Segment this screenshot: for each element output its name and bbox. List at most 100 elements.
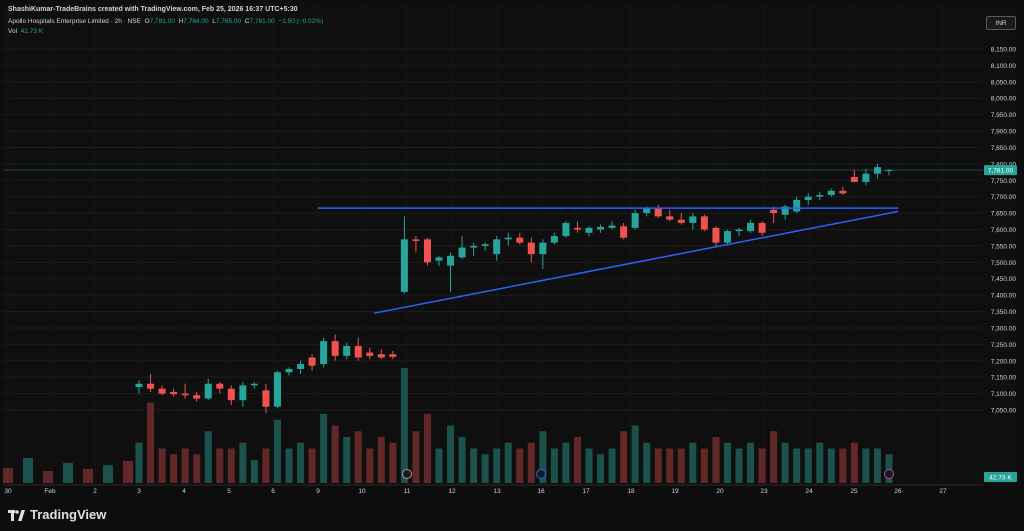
volume-bar [204, 431, 212, 483]
volume-bar [331, 425, 339, 483]
x-tick-label: 4 [182, 488, 186, 495]
candle-body [216, 383, 224, 389]
last-price-marker: 7,781.00 42.73 K [3, 165, 1017, 482]
volume-bar [827, 448, 835, 483]
volume-bar [227, 448, 235, 483]
candle-body [597, 226, 605, 230]
candle-body [504, 237, 512, 240]
candle-body [297, 364, 305, 369]
x-tick-label: 3 [137, 488, 141, 495]
candle-body [585, 227, 593, 233]
y-tick-label: 8,050.00 [991, 79, 1017, 86]
last-volume-badge [984, 472, 1017, 482]
candles [135, 163, 893, 414]
currency-button[interactable]: INR [986, 16, 1016, 30]
symbol-name[interactable]: Apollo Hospitals Enterprise Limited · 2h… [8, 18, 141, 25]
candle-body [343, 346, 351, 356]
tradingview-logo[interactable]: TradingView [8, 507, 106, 522]
footer [0, 500, 1024, 531]
candle-body [677, 219, 685, 223]
volume-bar [539, 431, 547, 483]
volume-bar [504, 442, 512, 483]
candle-body [493, 239, 501, 255]
y-axis: 8,150.00 8,100.00 8,050.00 8,000.00 7,950.00… [991, 47, 1017, 415]
candle-body [608, 225, 616, 228]
candle-body [170, 391, 178, 395]
volume-bar [458, 437, 466, 483]
last-price-text: 7,781.00 [988, 168, 1014, 175]
candle-body [539, 242, 547, 255]
volume-bar [320, 414, 328, 483]
x-tick-label: 2 [93, 488, 97, 495]
volume-bar [83, 469, 93, 483]
volume-bar [735, 448, 743, 483]
volume-bars [3, 368, 893, 483]
volume-bar [3, 468, 13, 483]
trendlines[interactable] [318, 207, 899, 314]
candle-body [700, 216, 708, 230]
candle-body [285, 368, 293, 373]
volume-bar [343, 437, 351, 483]
change-value: −1.50 (−0.02%) [278, 18, 324, 25]
volume-bar [620, 431, 628, 483]
volume-bar [43, 471, 53, 483]
candle-body [816, 195, 824, 197]
y-tick-label: 8,150.00 [991, 47, 1017, 54]
y-tick-label: 7,350.00 [991, 309, 1017, 316]
chart-pane[interactable] [3, 3, 983, 485]
volume-bar [23, 458, 33, 483]
candle-body [770, 209, 778, 214]
volume-bar [643, 442, 651, 483]
candle-body [862, 173, 870, 182]
y-tick-label: 7,450.00 [991, 276, 1017, 283]
y-tick-label: 7,700.00 [991, 194, 1017, 201]
last-volume-text: 42.73 K [989, 475, 1012, 482]
candlestick-chart[interactable]: 8,150.00 8,100.00 8,050.00 8,000.00 7,950.00… [0, 0, 1024, 500]
x-axis: 30 Feb 2 3 4 5 6 9 10 11 12 13 16 17 18 19 20 23 24 25 26 27 [3, 484, 983, 495]
volume-bar [412, 431, 420, 483]
candle-body [458, 247, 466, 258]
open-value: 7,781.00 [149, 18, 175, 25]
volume-bar [712, 437, 720, 483]
event-markers[interactable] [402, 469, 894, 479]
y-tick-label: 7,400.00 [991, 293, 1017, 300]
candle-body [435, 257, 443, 261]
x-tick-label: 18 [627, 488, 635, 495]
candle-body [412, 239, 420, 241]
last-price-badge [984, 165, 1017, 176]
y-tick-label: 7,100.00 [991, 391, 1017, 398]
x-tick-label: 10 [358, 488, 366, 495]
candle-body [747, 222, 755, 232]
candle-body [481, 244, 489, 246]
author-line: ShashiKumar-TradeBrains created with Tra… [8, 6, 298, 13]
y-tick-label: 7,200.00 [991, 358, 1017, 365]
volume-bar [123, 461, 133, 483]
ohlc-legend[interactable]: Apollo Hospitals Enterprise Limited · 2h… [8, 18, 323, 25]
volume-bar [516, 448, 524, 483]
volume-bar [839, 448, 847, 483]
volume-bar [758, 448, 766, 483]
candle-body [873, 167, 881, 174]
volume-bar [470, 448, 478, 483]
y-tick-label: 7,850.00 [991, 145, 1017, 152]
grid [3, 3, 983, 485]
x-tick-label: 24 [805, 488, 813, 495]
volume-bar [723, 442, 731, 483]
candle-body [793, 199, 801, 212]
low-value: 7,765.00 [215, 18, 242, 25]
volume-bar [689, 442, 697, 483]
candle-body [527, 242, 535, 255]
volume-bar [527, 442, 535, 483]
volume-bar [873, 448, 881, 483]
volume-bar [700, 448, 708, 483]
candle-body [204, 383, 212, 399]
candle-body [573, 227, 581, 230]
volume-bar [135, 442, 143, 483]
close-label: C [244, 18, 250, 25]
y-tick-label: 7,750.00 [991, 178, 1017, 185]
candle-body [758, 222, 766, 233]
candle-body [885, 170, 893, 172]
volume-bar [147, 402, 155, 483]
volume-bar [423, 414, 431, 483]
price-scale[interactable] [983, 3, 1021, 485]
